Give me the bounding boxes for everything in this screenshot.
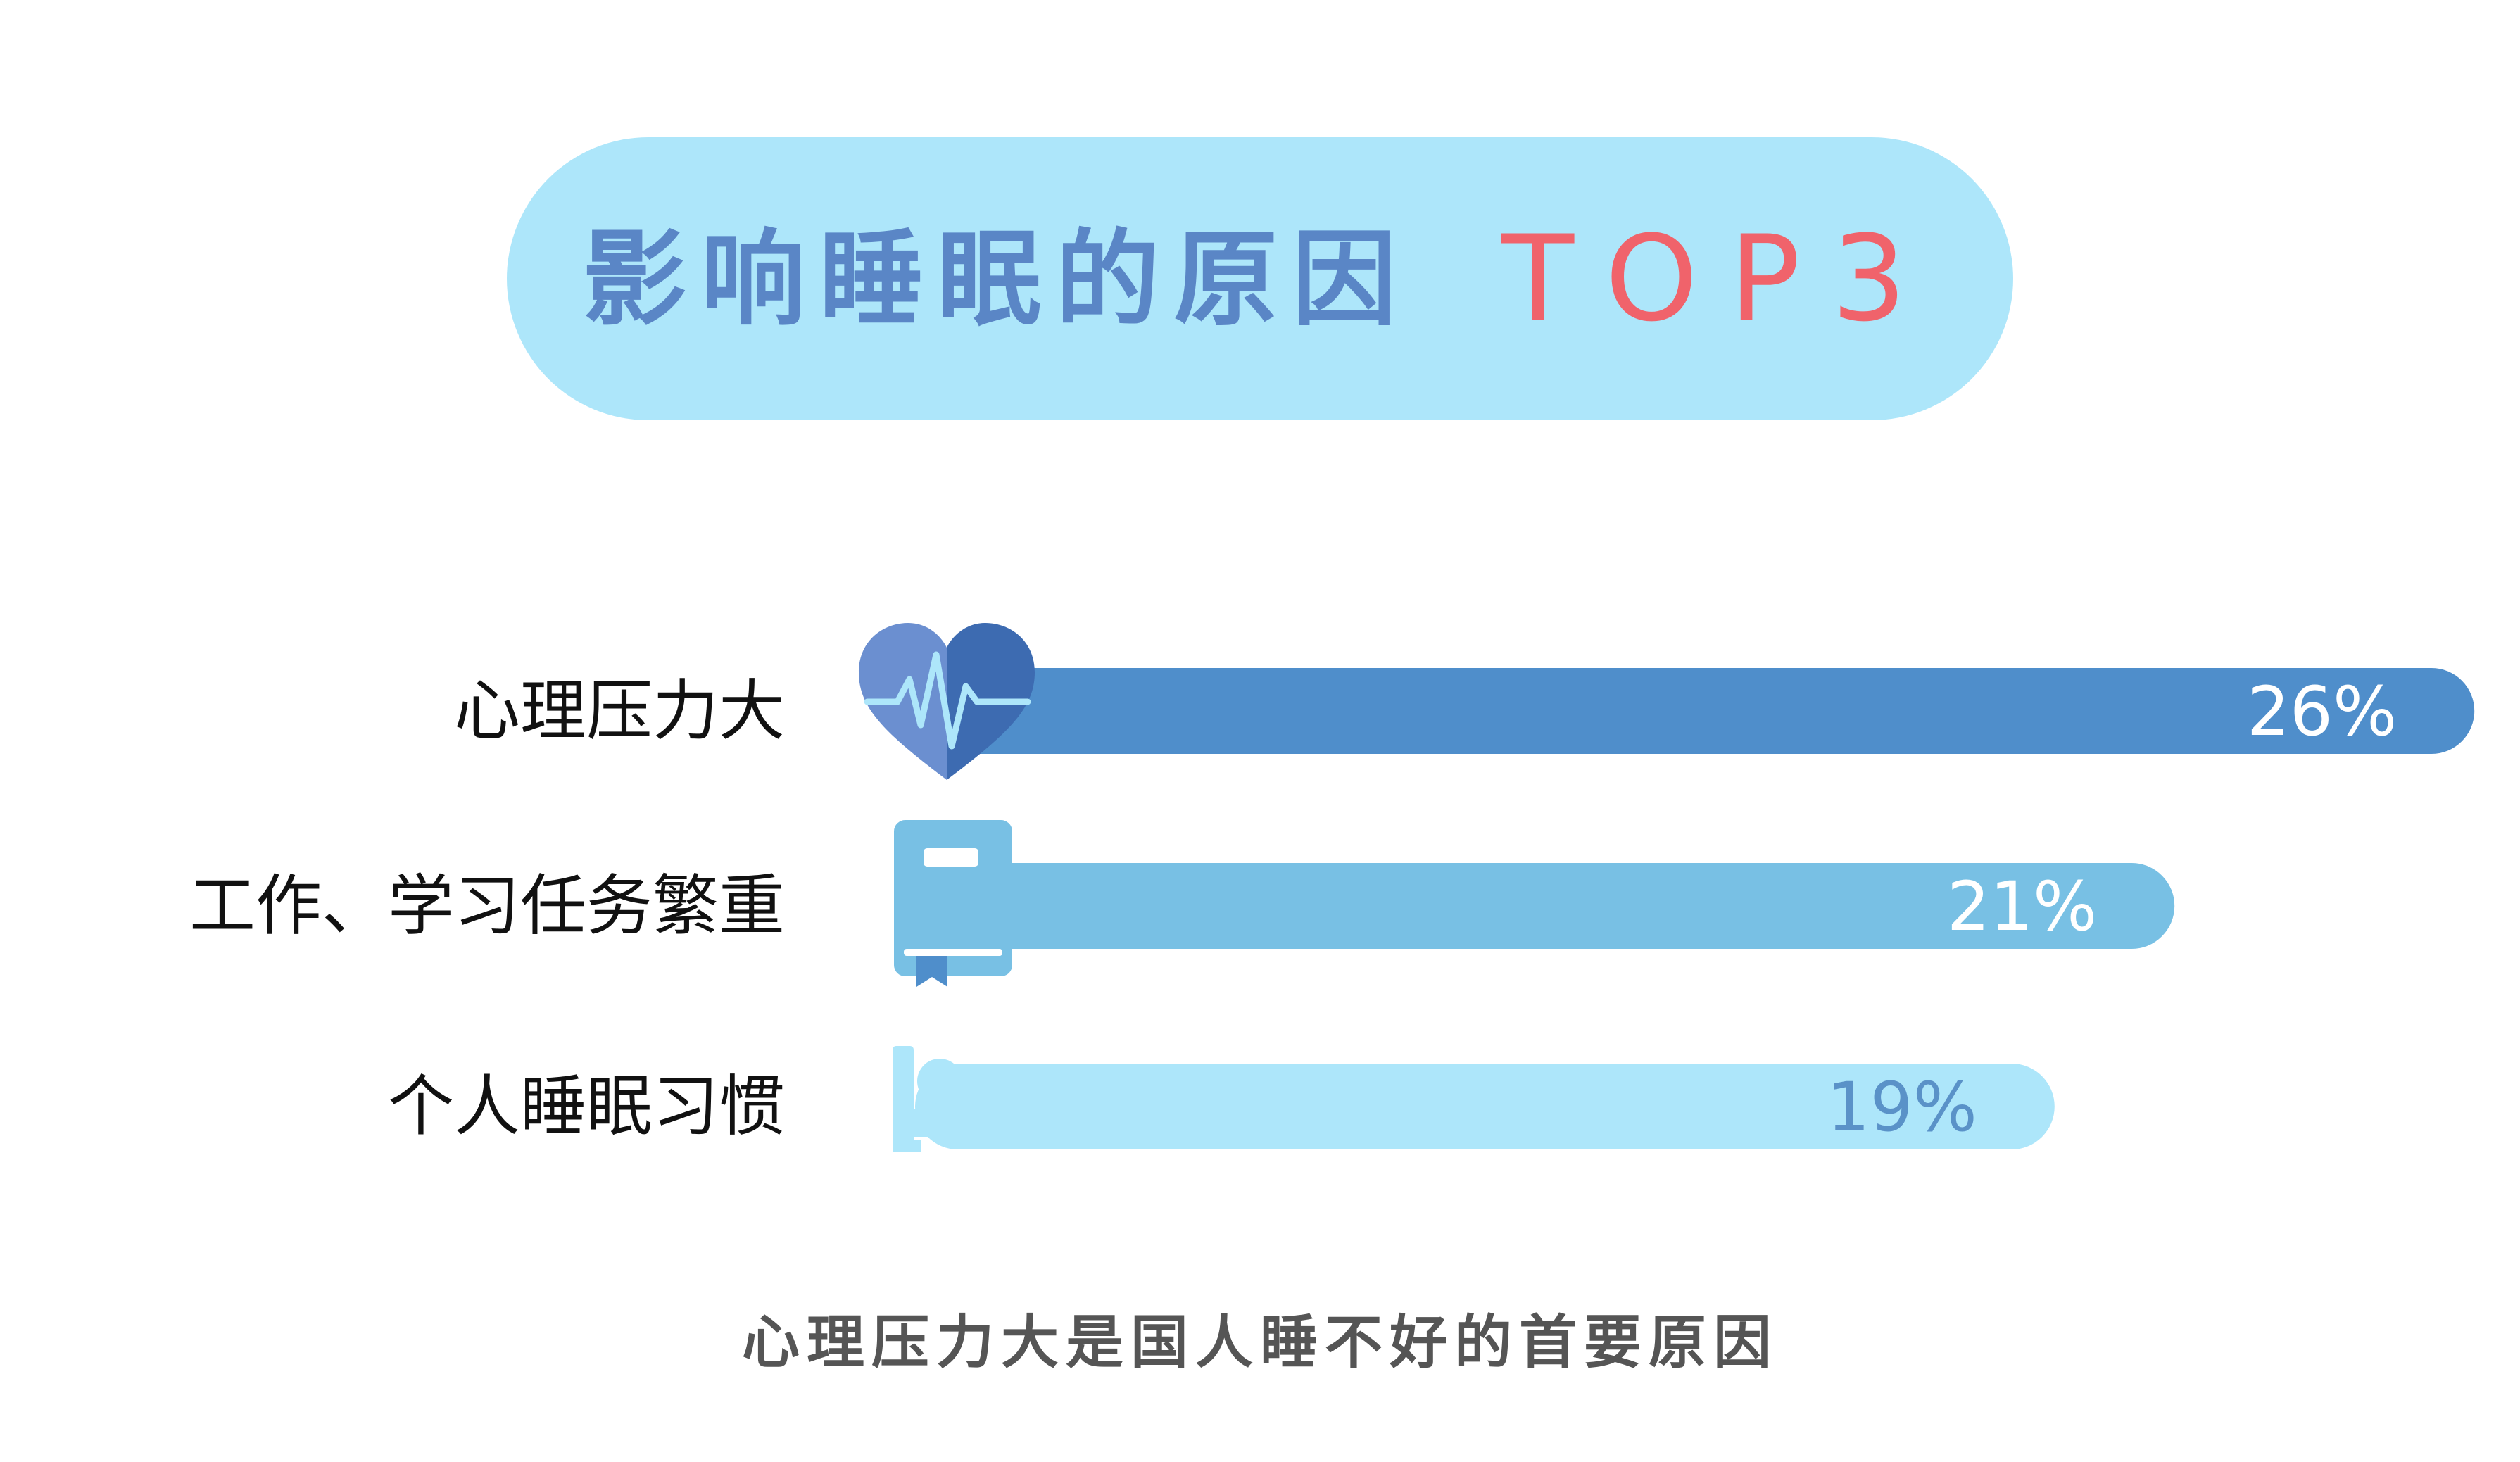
chart-title: 影响睡眠的原因 [582,218,1411,340]
bar-3 [915,1064,2055,1149]
heartbeat-icon [859,623,1035,780]
value-label-1: 26% [2247,672,2397,751]
title-banner: 影响睡眠的原因 TOP3 [507,137,2013,420]
value-label-3: 19% [1827,1068,1977,1147]
footer-caption: 心理压力大是国人睡不好的首要原因 [741,1309,1778,1376]
chart-title-accent: TOP3 [1501,210,1938,348]
value-label-2: 21% [1947,867,2097,946]
category-label-3: 个人睡眠习惯 [388,1069,785,1145]
bar-1 [915,668,2475,754]
bar-2 [915,863,2175,949]
category-label-2: 工作、学习任务繁重 [189,868,785,945]
bed-icon [893,1046,1036,1152]
category-label-1: 心理压力大 [454,673,785,750]
book-icon [894,820,1012,987]
